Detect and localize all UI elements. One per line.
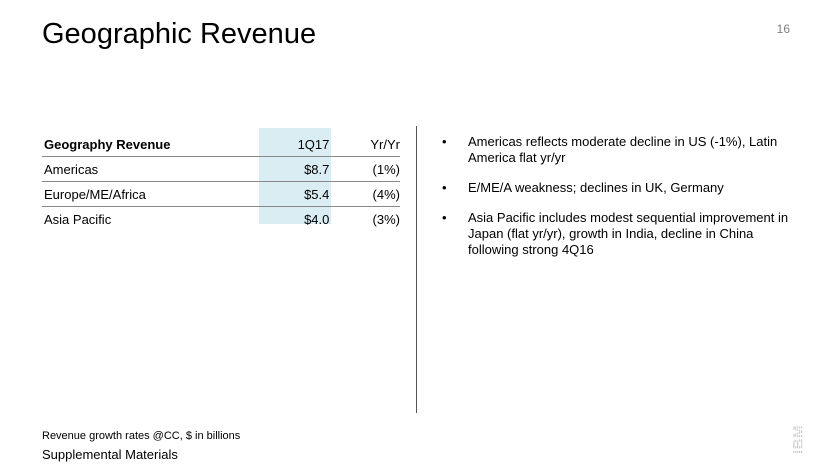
cell-revenue: $8.7	[304, 161, 330, 177]
commentary-bullets: • Americas reflects moderate decline in …	[440, 134, 800, 272]
cell-growth: (1%)	[372, 161, 400, 177]
cell-growth: (3%)	[331, 206, 400, 231]
header-1q17: 1Q17	[259, 128, 332, 157]
table-header-row: Geography Revenue 1Q17 Yr/Yr	[42, 128, 400, 157]
cell-region: Europe/ME/Africa	[42, 181, 260, 207]
bullet-text: Americas reflects moderate decline in US…	[468, 134, 778, 165]
bullet-marker: •	[442, 134, 447, 149]
table-row: Asia Pacific $4.0 (3%)	[42, 206, 400, 231]
ibm-logo-text: IBM	[790, 425, 806, 454]
bullet-marker: •	[442, 180, 447, 195]
bullet-marker: •	[442, 210, 447, 225]
footnote: Revenue growth rates @CC, $ in billions	[42, 430, 241, 442]
footer-label: Supplemental Materials	[42, 447, 178, 462]
table-row: Americas $8.7 (1%)	[42, 157, 400, 182]
cell-region: Americas	[44, 161, 99, 177]
cell-revenue: $4.0	[259, 206, 332, 231]
bullet-text: E/ME/A weakness; declines in UK, Germany	[468, 180, 724, 195]
cell-region: Asia Pacific	[42, 206, 260, 231]
geography-revenue-table: Geography Revenue 1Q17 Yr/Yr Americas $8…	[42, 128, 400, 231]
header-geography: Geography Revenue	[42, 128, 260, 157]
page-number: 16	[776, 22, 790, 36]
cell-growth: (4%)	[331, 181, 400, 207]
bullet-item: • Asia Pacific includes modest sequentia…	[440, 210, 800, 258]
header-yr-yr: Yr/Yr	[331, 128, 400, 157]
cell-revenue: $5.4	[259, 181, 332, 207]
table-row: Europe/ME/Africa $5.4 (4%)	[42, 181, 400, 207]
bullet-item: • E/ME/A weakness; declines in UK, Germa…	[440, 180, 800, 196]
ibm-logo-icon: IBM	[790, 414, 806, 454]
vertical-divider	[416, 126, 417, 413]
bullet-item: • Americas reflects moderate decline in …	[440, 134, 800, 166]
bullet-text: Asia Pacific includes modest sequential …	[468, 210, 789, 257]
page-title: Geographic Revenue	[42, 18, 317, 50]
